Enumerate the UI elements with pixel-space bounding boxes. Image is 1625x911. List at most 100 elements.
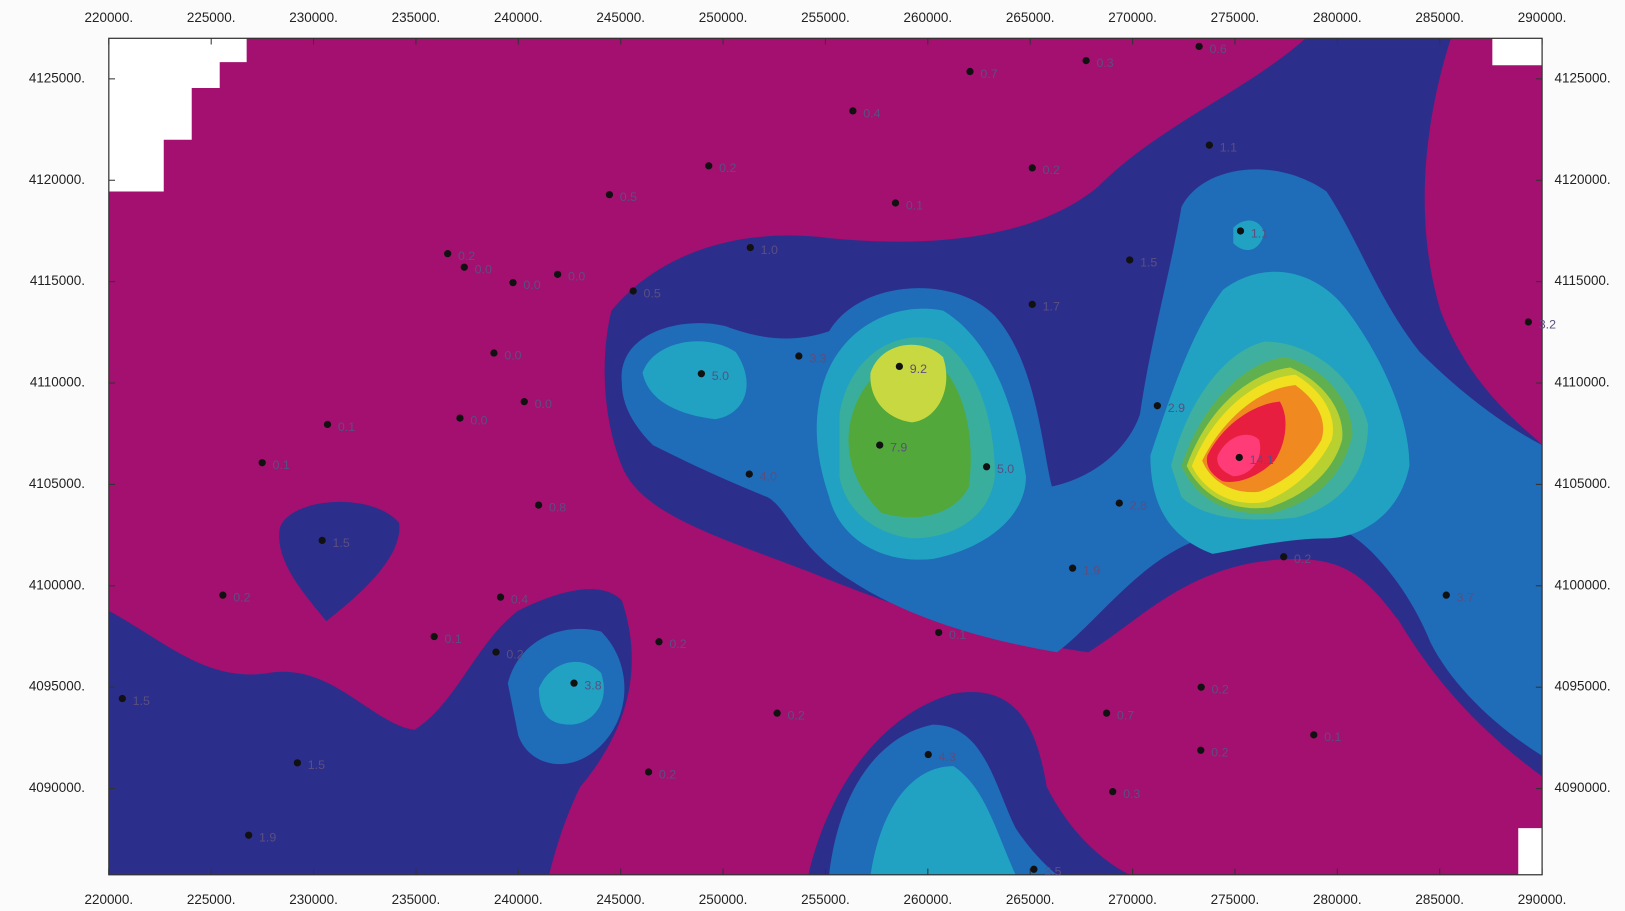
x-tick-label: 220000.: [84, 10, 133, 25]
x-tick-label: 255000.: [801, 892, 850, 907]
sample-value: 0.1: [906, 198, 923, 212]
sample-point: [456, 414, 463, 421]
sample-value: 0.0: [535, 397, 552, 411]
sample-value: 3.8: [584, 679, 601, 693]
sample-value: 1.5: [1140, 255, 1157, 269]
y-tick-label: 4090000.: [1555, 780, 1611, 795]
x-tick-label: 230000.: [289, 10, 338, 25]
x-tick-label: 220000.: [84, 892, 133, 907]
sample-value: 0.7: [980, 67, 997, 81]
contour-map: 220000.220000.225000.225000.230000.23000…: [0, 0, 1625, 911]
x-tick-label: 285000.: [1415, 10, 1464, 25]
sample-value: 1.5: [333, 536, 350, 550]
sample-point: [795, 352, 802, 359]
x-tick-label: 270000.: [1108, 892, 1157, 907]
y-tick-label: 4115000.: [30, 273, 85, 288]
x-tick-label: 260000.: [903, 892, 952, 907]
sample-value: 4.3: [939, 750, 956, 764]
y-tick-label: 4095000.: [29, 679, 85, 694]
sample-value: 1.1: [1251, 226, 1268, 240]
x-tick-label: 275000.: [1211, 10, 1260, 25]
sample-point: [935, 629, 942, 636]
sample-point: [746, 470, 753, 477]
sample-point: [1237, 227, 1244, 234]
x-tick-label: 285000.: [1415, 892, 1464, 907]
sample-value: 0.2: [506, 648, 523, 662]
x-tick-label: 245000.: [596, 10, 645, 25]
sample-value: 3.3: [809, 351, 826, 365]
sample-value: 0.0: [470, 413, 487, 427]
sample-value: 0.4: [511, 593, 528, 607]
sample-point: [259, 459, 266, 466]
sample-value: 2.9: [1168, 401, 1185, 415]
sample-point: [1206, 142, 1213, 149]
sample-point: [1196, 43, 1203, 50]
sample-point: [925, 751, 932, 758]
sample-point: [645, 768, 652, 775]
sample-point: [1525, 318, 1532, 325]
sample-value: 1.1: [1220, 141, 1237, 155]
sample-point: [535, 501, 542, 508]
sample-point: [1310, 731, 1317, 738]
sample-point: [490, 349, 497, 356]
sample-point: [497, 594, 504, 601]
sample-value: 0.2: [458, 249, 475, 263]
y-tick-label: 4125000.: [1555, 70, 1611, 85]
sample-point: [1280, 553, 1287, 560]
sample-value: 0.0: [568, 270, 585, 284]
sample-value: 0.1: [949, 628, 966, 642]
sample-point: [431, 633, 438, 640]
sample-value: 0.2: [233, 591, 250, 605]
x-tick-label: 245000.: [596, 892, 645, 907]
x-tick-label: 290000.: [1518, 10, 1567, 25]
sample-value: 5.0: [712, 369, 729, 383]
sample-point: [509, 279, 516, 286]
sample-point: [1030, 866, 1037, 873]
x-tick-label: 270000.: [1108, 10, 1157, 25]
sample-value: 0.5: [620, 190, 637, 204]
sample-value: 0.2: [659, 767, 676, 781]
sample-point: [570, 680, 577, 687]
y-tick-label: 4090000.: [29, 780, 85, 795]
x-tick-label: 265000.: [1006, 892, 1055, 907]
sample-value: 0.1: [338, 420, 355, 434]
sample-value: 0.1: [445, 632, 462, 646]
sample-value: 0.2: [787, 709, 804, 723]
x-tick-label: 275000.: [1211, 892, 1260, 907]
y-tick-label: 4120000.: [1555, 172, 1611, 187]
y-tick-label: 4115000.: [1555, 273, 1610, 288]
sample-point: [319, 537, 326, 544]
sample-point: [294, 759, 301, 766]
x-tick-label: 230000.: [289, 892, 338, 907]
sample-point: [1116, 499, 1123, 506]
x-tick-label: 290000.: [1518, 892, 1567, 907]
x-tick-label: 250000.: [699, 10, 748, 25]
x-tick-label: 240000.: [494, 10, 543, 25]
sample-value: 0.2: [1212, 683, 1229, 697]
sample-point: [119, 695, 126, 702]
sample-value: 0.3: [1096, 56, 1113, 70]
sample-value: 0.2: [719, 161, 736, 175]
sample-point: [492, 648, 499, 655]
sample-value: 1.5: [133, 694, 150, 708]
sample-value: 0.4: [863, 106, 880, 120]
x-tick-label: 235000.: [392, 892, 441, 907]
sample-point: [630, 287, 637, 294]
sample-point: [521, 398, 528, 405]
y-tick-label: 4095000.: [1555, 679, 1611, 694]
sample-value: 1.7: [1043, 300, 1060, 314]
sample-point: [444, 250, 451, 257]
sample-point: [655, 638, 662, 645]
sample-value: 1.9: [1083, 564, 1100, 578]
sample-point: [1198, 684, 1205, 691]
sample-point: [876, 441, 883, 448]
sample-value: 3.7: [1457, 591, 1474, 605]
contours: [109, 38, 1542, 874]
sample-point: [219, 592, 226, 599]
sample-value: 0.6: [1209, 42, 1226, 56]
sample-value: 0.0: [504, 348, 521, 362]
sample-point: [606, 191, 613, 198]
sample-value: 0.3: [1123, 787, 1140, 801]
sample-value: 2.8: [1130, 498, 1147, 512]
sample-value: 0.1: [1324, 730, 1341, 744]
